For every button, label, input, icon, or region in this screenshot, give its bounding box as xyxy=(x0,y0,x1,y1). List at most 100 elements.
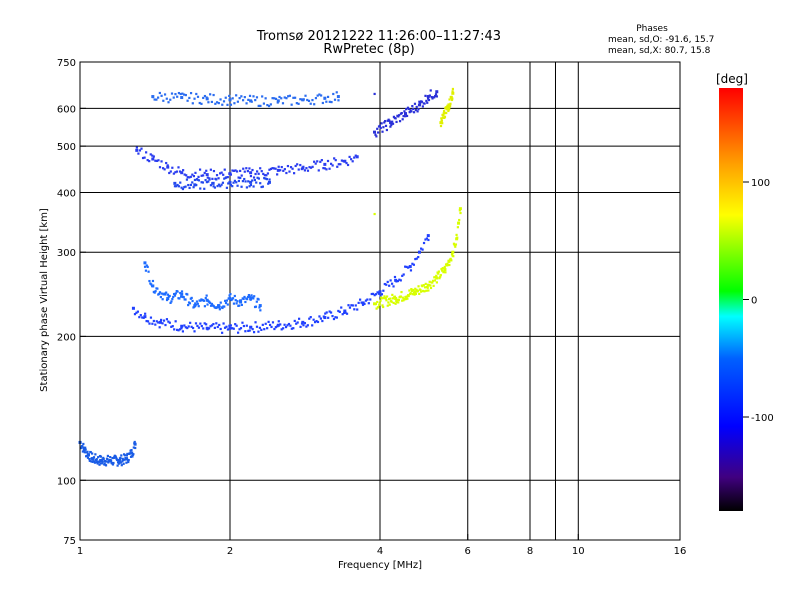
trace-dot xyxy=(239,169,242,173)
trace-dot xyxy=(328,310,331,313)
trace-dot xyxy=(194,303,198,306)
trace-dot xyxy=(221,181,225,184)
trace-dot xyxy=(418,292,421,295)
trace-dot xyxy=(191,181,194,184)
trace-dot xyxy=(397,115,400,118)
data-point xyxy=(336,95,340,99)
trace-dot xyxy=(206,176,209,179)
trace-dot xyxy=(134,446,137,450)
trace-dot xyxy=(421,248,424,251)
trace-dot xyxy=(292,96,295,99)
trace-dot xyxy=(398,114,401,117)
trace-dot xyxy=(247,329,250,333)
trace-dot xyxy=(256,176,259,179)
trace-dot xyxy=(178,297,181,300)
trace-dot xyxy=(305,167,308,170)
trace-dot xyxy=(321,319,324,323)
data-point xyxy=(426,234,430,238)
trace-dot xyxy=(200,324,203,328)
trace-dot xyxy=(218,308,221,311)
trace-dot xyxy=(257,298,260,301)
trace-dot xyxy=(384,297,387,300)
trace-dot xyxy=(242,297,245,300)
trace-dot xyxy=(228,294,231,297)
trace-dot xyxy=(408,111,411,114)
trace-dot xyxy=(200,181,203,184)
trace-dot xyxy=(172,96,175,99)
trace-dot xyxy=(322,167,325,170)
trace-dot xyxy=(150,283,153,286)
trace-dot xyxy=(437,272,440,275)
trace-dot xyxy=(444,106,447,109)
trace-dot xyxy=(378,124,381,128)
trace-dot xyxy=(290,103,293,106)
y-tick-label: 600 xyxy=(57,104,76,115)
trace-dot xyxy=(133,442,136,445)
trace-dot xyxy=(175,328,179,331)
trace-dot xyxy=(388,284,391,287)
trace-dot xyxy=(115,456,118,460)
trace-dot xyxy=(80,446,83,449)
trace-dot xyxy=(450,95,453,98)
trace-dot xyxy=(422,284,425,287)
trace-dot xyxy=(303,169,306,172)
trace-dot xyxy=(391,122,395,125)
trace-dot xyxy=(267,182,270,185)
trace-dot xyxy=(206,328,209,331)
trace-dot xyxy=(207,101,210,104)
trace-dot xyxy=(91,452,94,455)
trace-dot xyxy=(180,186,183,189)
trace-dot xyxy=(311,324,314,327)
trace-dot xyxy=(98,463,101,466)
trace-dot xyxy=(249,174,253,178)
trace-dot xyxy=(152,319,155,323)
trace-dot xyxy=(261,323,264,326)
data-point xyxy=(130,451,134,455)
trace-dot xyxy=(448,263,451,267)
trace-dot xyxy=(446,262,449,265)
trace-dot xyxy=(189,321,192,324)
trace-dot xyxy=(339,163,342,166)
colorbar-tick-label: 0 xyxy=(751,296,757,307)
trace-dot xyxy=(411,104,414,108)
trace-dot xyxy=(126,452,129,456)
trace-dot xyxy=(193,178,197,182)
trace-dot xyxy=(160,94,163,97)
trace-dot xyxy=(404,265,407,268)
trace-dot xyxy=(160,318,163,322)
trace-dot xyxy=(85,454,89,457)
trace-dot xyxy=(170,300,173,303)
trace-dot xyxy=(306,98,309,102)
trace-dot xyxy=(285,171,288,175)
trace-dot xyxy=(188,96,191,100)
trace-dot xyxy=(259,104,262,107)
trace-dot xyxy=(213,186,217,189)
trace-dot xyxy=(326,95,330,98)
trace-dot xyxy=(434,94,437,98)
trace-dot xyxy=(175,185,178,188)
trace-dot xyxy=(133,313,137,316)
trace-dot xyxy=(400,112,403,115)
trace-dot xyxy=(111,456,114,460)
trace-dot xyxy=(376,127,379,130)
trace-dot xyxy=(262,102,266,105)
trace-dot xyxy=(248,94,252,97)
trace-dot xyxy=(307,99,311,103)
trace-dot xyxy=(200,174,203,177)
trace-dot xyxy=(226,176,229,179)
trace-dot xyxy=(423,290,426,293)
data-point xyxy=(228,297,232,301)
trace-dot xyxy=(456,236,459,239)
trace-dot xyxy=(249,298,252,301)
trace-dot xyxy=(441,122,444,125)
data-point xyxy=(378,290,382,294)
trace-dot xyxy=(223,305,226,308)
trace-dot xyxy=(243,170,246,173)
trace-dot xyxy=(248,329,251,332)
trace-dot xyxy=(248,167,251,170)
trace-dot xyxy=(382,305,385,309)
trace-dot xyxy=(224,96,227,99)
trace-dot xyxy=(157,159,160,162)
trace-dot xyxy=(308,166,311,169)
trace-dot xyxy=(299,98,302,101)
